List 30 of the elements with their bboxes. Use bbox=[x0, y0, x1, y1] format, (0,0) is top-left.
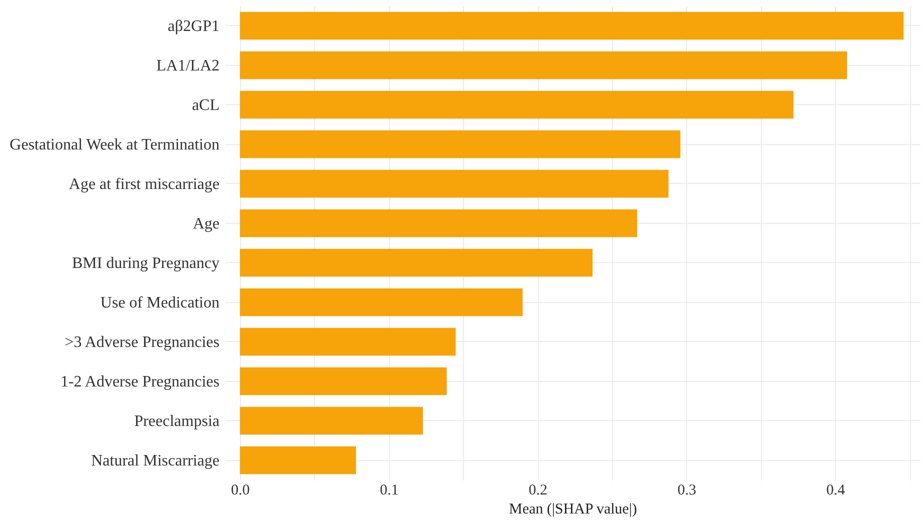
x-tick-label: 0.0 bbox=[231, 482, 250, 498]
bar bbox=[240, 446, 356, 474]
bar bbox=[240, 130, 680, 158]
bar bbox=[240, 170, 668, 198]
bar bbox=[240, 248, 593, 277]
bar bbox=[240, 209, 638, 238]
y-tick-label: aβ2GP1 bbox=[168, 18, 220, 35]
bar bbox=[240, 406, 423, 435]
y-tick-label: Age at first miscarriage bbox=[68, 176, 220, 193]
y-tick-label: >3 Adverse Pregnancies bbox=[64, 334, 220, 351]
y-tick-label: BMI during Pregnancy bbox=[72, 254, 220, 272]
y-tick-label: LA1/LA2 bbox=[156, 57, 220, 74]
x-tick-label: 0.1 bbox=[380, 482, 399, 498]
x-tick-label: 0.3 bbox=[677, 482, 696, 498]
x-axis-title: Mean (|SHAP value|) bbox=[509, 502, 637, 518]
x-tick-label: 0.2 bbox=[528, 482, 548, 498]
y-tick-label: 1-2 Adverse Pregnancies bbox=[60, 373, 220, 390]
y-tick-label: Natural Miscarriage bbox=[91, 452, 220, 470]
y-tick-label: aCL bbox=[192, 96, 220, 114]
bar bbox=[240, 328, 456, 356]
y-tick-label: Age bbox=[192, 215, 220, 232]
bar bbox=[240, 51, 848, 80]
y-tick-label: Gestational Week at Termination bbox=[10, 136, 220, 154]
bar bbox=[240, 367, 447, 396]
bar bbox=[240, 288, 523, 316]
x-tick-label: 0.4 bbox=[826, 482, 846, 498]
y-tick-label: Preeclampsia bbox=[134, 412, 220, 430]
bar bbox=[240, 90, 794, 119]
y-tick-label: Use of Medication bbox=[100, 294, 220, 312]
bar bbox=[240, 12, 904, 40]
